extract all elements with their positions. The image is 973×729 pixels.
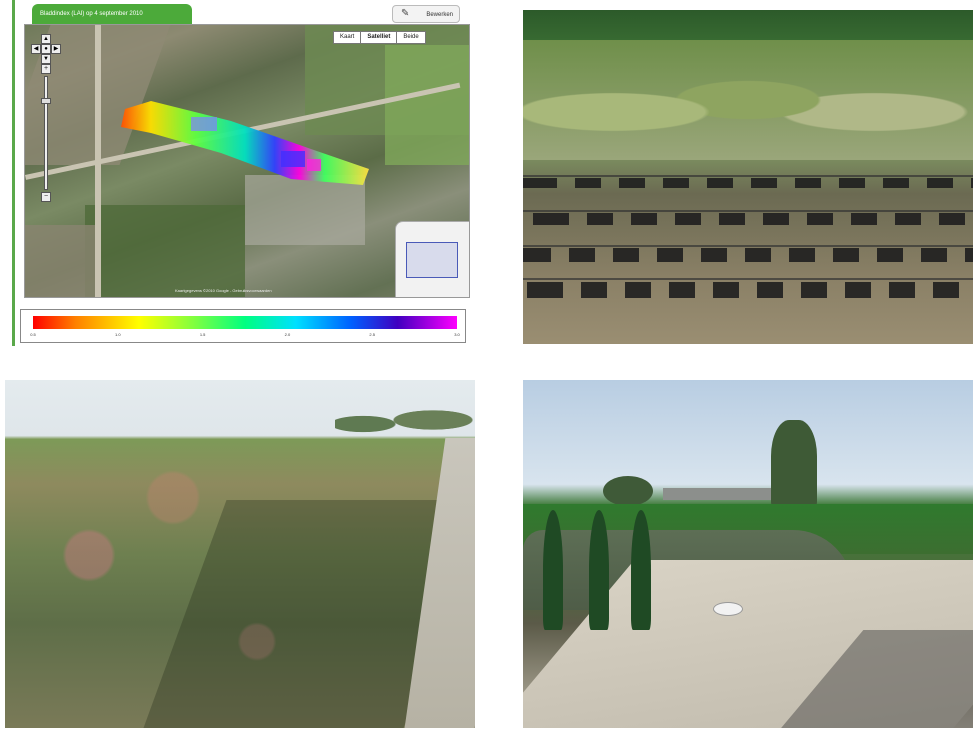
pot-row bbox=[523, 248, 973, 262]
photo-sign bbox=[713, 602, 743, 616]
pan-center-icon[interactable]: ● bbox=[41, 44, 51, 54]
pot-row bbox=[523, 178, 973, 188]
map-type-switcher: Kaart Satelliet Beide bbox=[333, 31, 426, 44]
pot-row bbox=[523, 213, 973, 225]
map-panel: Bladdindex (LAI) op 4 september 2010 ✎ B… bbox=[0, 0, 478, 346]
hedge-nursery-photo bbox=[523, 380, 973, 728]
overview-viewport[interactable] bbox=[406, 242, 458, 278]
pan-down-icon[interactable]: ▼ bbox=[41, 54, 51, 64]
satellite-map[interactable]: Kaartgegevens ©2010 Google - Gebruiksvoo… bbox=[24, 24, 470, 298]
irrigation-line bbox=[523, 245, 973, 247]
legend-tick: 2.0 bbox=[284, 332, 291, 337]
edit-button-label: Bewerken bbox=[426, 12, 453, 18]
pan-left-icon[interactable]: ◀ bbox=[31, 44, 41, 54]
pan-right-icon[interactable]: ▶ bbox=[51, 44, 61, 54]
photo-cypress bbox=[631, 510, 651, 630]
photo-flowers bbox=[5, 440, 425, 728]
map-type-beide[interactable]: Beide bbox=[396, 31, 426, 44]
map-field bbox=[85, 205, 245, 297]
legend-color-bar bbox=[33, 316, 457, 329]
legend-tick: 3.0 bbox=[454, 332, 460, 337]
map-type-kaart[interactable]: Kaart bbox=[333, 31, 362, 44]
color-legend: 0.5 1.0 1.5 2.0 2.5 3.0 bbox=[20, 309, 466, 343]
map-field bbox=[25, 225, 95, 297]
irrigation-line bbox=[523, 175, 973, 177]
photo-shrubs bbox=[523, 40, 973, 160]
panel-border bbox=[12, 0, 15, 346]
pan-up-icon[interactable]: ▲ bbox=[41, 34, 51, 44]
zoom-slider[interactable] bbox=[44, 76, 48, 190]
map-title: Bladdindex (LAI) op 4 september 2010 bbox=[32, 4, 192, 24]
photo-tree bbox=[603, 476, 653, 506]
photo-trees bbox=[335, 396, 475, 436]
edit-button[interactable]: ✎ Bewerken bbox=[392, 5, 460, 23]
field-shrubs-photo bbox=[5, 380, 475, 728]
legend-tick: 0.5 bbox=[30, 332, 36, 337]
legend-tick: 1.5 bbox=[199, 332, 206, 337]
photo-cypress bbox=[543, 510, 563, 630]
zoom-in-icon[interactable]: + bbox=[41, 64, 51, 74]
map-attribution: Kaartgegevens ©2010 Google - Gebruiksvoo… bbox=[175, 288, 272, 293]
legend-ticks: 0.5 1.0 1.5 2.0 2.5 3.0 bbox=[30, 332, 460, 340]
map-greenhouse bbox=[245, 175, 365, 245]
pot-row bbox=[523, 282, 973, 298]
pencil-icon: ✎ bbox=[401, 8, 410, 19]
map-type-satelliet[interactable]: Satelliet bbox=[360, 31, 398, 44]
lai-heatmap-overlay bbox=[121, 101, 369, 185]
zoom-out-icon[interactable]: − bbox=[41, 192, 51, 202]
irrigation-line bbox=[523, 278, 973, 280]
photo-cypress bbox=[589, 510, 609, 630]
photo-poplars bbox=[771, 420, 817, 510]
zoom-slider-handle[interactable] bbox=[41, 97, 51, 104]
legend-tick: 1.0 bbox=[115, 332, 121, 337]
overview-map[interactable] bbox=[395, 221, 469, 297]
potted-nursery-photo bbox=[523, 10, 973, 344]
legend-tick: 2.5 bbox=[369, 332, 375, 337]
irrigation-line bbox=[523, 210, 973, 212]
photo-shed bbox=[663, 488, 773, 500]
map-field bbox=[385, 45, 469, 165]
